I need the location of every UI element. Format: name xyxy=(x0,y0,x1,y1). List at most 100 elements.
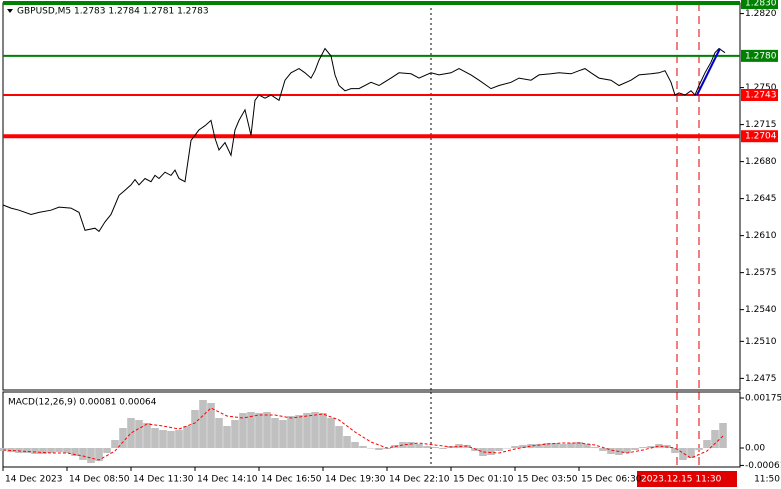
histogram-bar xyxy=(711,430,719,448)
histogram-bar xyxy=(359,446,367,448)
histogram-bar xyxy=(255,413,263,448)
histogram-bar xyxy=(607,448,615,454)
histogram-bar xyxy=(151,428,159,448)
histogram-bar xyxy=(479,448,487,456)
histogram-bar xyxy=(375,448,383,450)
last-time-label: 11:50 xyxy=(754,475,780,485)
histogram-bar xyxy=(295,415,303,448)
histogram-bar xyxy=(495,448,503,451)
histogram-bar xyxy=(687,448,695,458)
histogram-bar xyxy=(0,448,7,451)
histogram-bar xyxy=(23,448,31,453)
y-tick-label: 1.2510 xyxy=(745,337,777,347)
histogram-bar xyxy=(111,440,119,448)
histogram-bar xyxy=(543,443,551,448)
level-label-box xyxy=(741,49,778,62)
level-label-box xyxy=(741,0,778,9)
histogram-bar xyxy=(455,444,463,448)
histogram-bar xyxy=(31,448,39,454)
histogram-bar xyxy=(239,413,247,448)
histogram-bar xyxy=(287,416,295,448)
y-tick-label: 1.2475 xyxy=(745,374,777,384)
histogram-bar xyxy=(511,446,519,448)
histogram-bar xyxy=(367,448,375,449)
cursor-time-label: 2023.12.15 11:30 xyxy=(641,475,722,485)
x-tick-label: 14 Dec 22:10 xyxy=(389,475,450,485)
histogram-bar xyxy=(631,448,639,450)
histogram-bar xyxy=(647,446,655,448)
histogram-bar xyxy=(423,446,431,448)
y-tick-label: 1.2750 xyxy=(745,83,777,93)
histogram-bar xyxy=(399,442,407,448)
x-tick-label: 15 Dec 01:10 xyxy=(453,475,514,485)
histogram-bar xyxy=(639,447,647,448)
histogram-bar xyxy=(623,448,631,453)
histogram-bar xyxy=(567,443,575,448)
histogram-bar xyxy=(39,448,47,454)
histogram-bar xyxy=(247,412,255,448)
histogram-bar xyxy=(351,442,359,448)
x-tick-label: 14 Dec 2023 xyxy=(5,475,63,485)
histogram-bar xyxy=(103,448,111,453)
level-label: 1.2743 xyxy=(745,90,777,100)
histogram-bar xyxy=(583,444,591,448)
histogram-bar xyxy=(719,423,727,448)
histogram-bar xyxy=(135,420,143,448)
histogram-bar xyxy=(551,443,559,448)
histogram-bar xyxy=(127,418,135,448)
histogram-bar xyxy=(199,400,207,448)
y-tick-label: 1.2715 xyxy=(745,120,777,130)
x-tick-label: 15 Dec 06:30 xyxy=(581,475,642,485)
histogram-bar xyxy=(655,444,663,448)
histogram-bar xyxy=(327,418,335,448)
cursor-time-box xyxy=(637,471,737,487)
histogram-bar xyxy=(503,448,511,449)
y-tick-label: 1.2680 xyxy=(745,157,777,167)
histogram-bar xyxy=(167,431,175,448)
histogram-bar xyxy=(487,448,495,455)
histogram-bar xyxy=(47,448,55,453)
level-label: 1.2830 xyxy=(745,0,777,9)
histogram-bar xyxy=(191,410,199,448)
histogram-bar xyxy=(79,448,87,460)
chart-title: GBPUSD,M5 1.2783 1.2784 1.2781 1.2783 xyxy=(17,7,209,17)
histogram-bar xyxy=(335,426,343,448)
histogram-bar xyxy=(63,448,71,453)
level-label: 1.2780 xyxy=(745,51,777,61)
y-tick-label: 1.2820 xyxy=(745,9,777,19)
histogram-bar xyxy=(303,413,311,448)
histogram-bar xyxy=(71,448,79,456)
y-tick-label: 1.2540 xyxy=(745,305,777,315)
histogram-bar xyxy=(119,428,127,448)
histogram-bar xyxy=(223,426,231,448)
level-label-box xyxy=(741,130,778,143)
trend-line xyxy=(696,48,721,96)
y-tick-label: -0.00061 xyxy=(745,461,781,471)
y-tick-label: 0.00 xyxy=(745,444,765,454)
histogram-bar xyxy=(591,447,599,448)
histogram-bar xyxy=(679,448,687,460)
histogram-bar xyxy=(183,426,191,448)
histogram-bar xyxy=(431,447,439,448)
histogram-bar xyxy=(575,442,583,448)
x-tick-label: 15 Dec 03:50 xyxy=(517,475,578,485)
x-tick-label: 14 Dec 11:30 xyxy=(133,475,194,485)
histogram-bar xyxy=(271,418,279,448)
histogram-bar xyxy=(263,412,271,448)
histogram-bar xyxy=(55,448,63,452)
histogram-bar xyxy=(415,444,423,448)
histogram-bar xyxy=(343,436,351,448)
histogram-bar xyxy=(519,445,527,448)
x-tick-label: 14 Dec 16:50 xyxy=(261,475,322,485)
macd-panel-frame xyxy=(2,391,741,468)
histogram-bar xyxy=(159,430,167,448)
level-label: 1.2704 xyxy=(745,132,777,142)
histogram-bar xyxy=(231,420,239,448)
macd-title: MACD(12,26,9) 0.00081 0.00064 xyxy=(8,398,157,408)
histogram-bar xyxy=(143,423,151,448)
histogram-bar xyxy=(439,448,447,449)
histogram-bar xyxy=(671,448,679,453)
histogram-bar xyxy=(311,412,319,448)
histogram-bar xyxy=(95,448,103,461)
